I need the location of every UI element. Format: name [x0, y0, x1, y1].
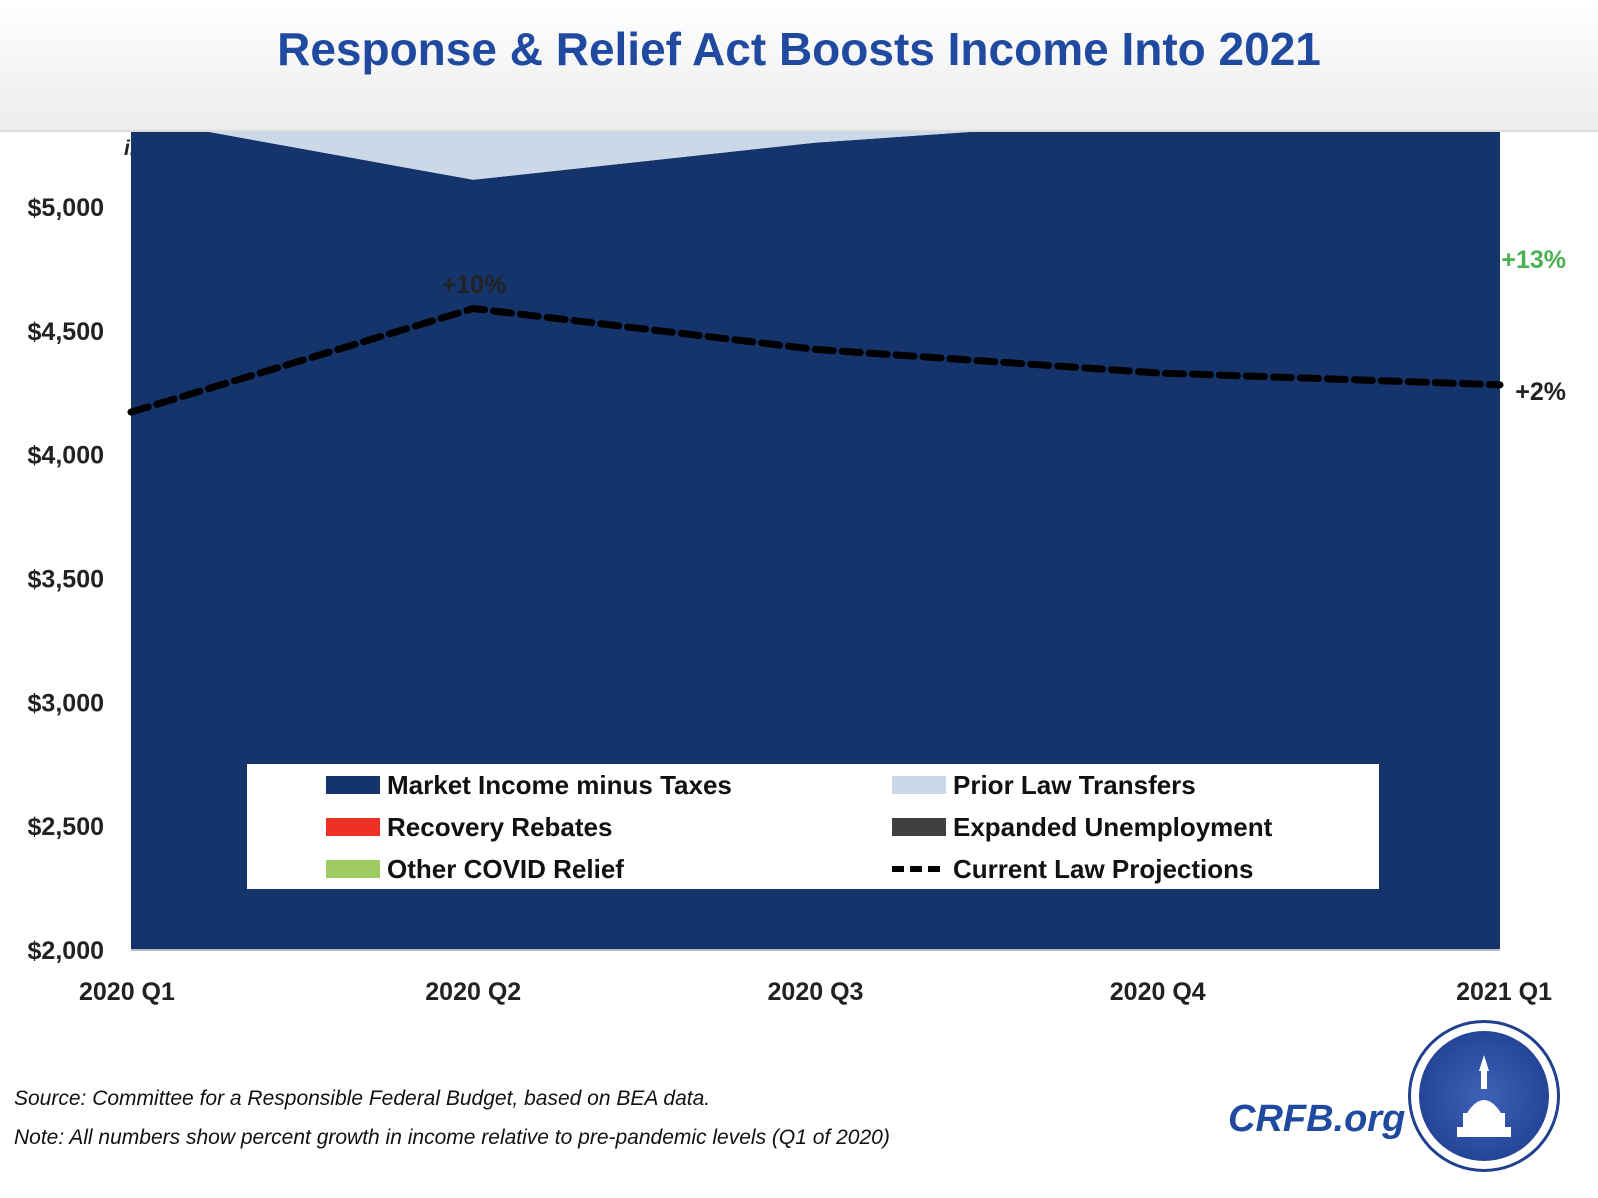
- annotation-label: +13%: [1501, 246, 1566, 274]
- x-tick-label: 2020 Q1: [79, 978, 175, 1006]
- legend-swatch: [326, 860, 380, 878]
- header: Response & Relief Act Boosts Income Into…: [0, 0, 1598, 132]
- y-tick-label: $3,000: [28, 689, 104, 717]
- crfb-logo: [1408, 1020, 1560, 1172]
- legend-swatch: [326, 818, 380, 836]
- legend-label: Market Income minus Taxes: [387, 770, 732, 800]
- legend: [247, 764, 1379, 889]
- note-text: Note: All numbers show percent growth in…: [14, 1126, 890, 1149]
- x-tick-label: 2020 Q3: [768, 978, 864, 1006]
- x-tick-label: 2020 Q2: [425, 978, 521, 1006]
- legend-label: Current Law Projections: [953, 854, 1254, 884]
- legend-swatch: [892, 818, 946, 836]
- legend-label: Other COVID Relief: [387, 854, 624, 884]
- y-tick-label: $4,500: [28, 318, 104, 346]
- legend-swatch: [326, 776, 380, 794]
- y-tick-label: $4,000: [28, 442, 104, 470]
- y-tick-label: $3,500: [28, 566, 104, 594]
- y-tick-label: $2,000: [28, 937, 104, 965]
- chart-title: Response & Relief Act Boosts Income Into…: [277, 23, 1321, 75]
- y-tick-label: $5,000: [28, 194, 104, 222]
- source-text: Source: Committee for a Responsible Fede…: [14, 1087, 711, 1110]
- annotation-label: +2%: [1515, 378, 1566, 406]
- x-tick-label: 2020 Q4: [1110, 978, 1206, 1006]
- capitol-icon: [1419, 1031, 1549, 1161]
- legend-swatch: [892, 776, 946, 794]
- legend-label: Expanded Unemployment: [953, 812, 1273, 842]
- annotation-label: +10%: [442, 271, 507, 299]
- x-tick-label: 2021 Q1: [1456, 978, 1552, 1006]
- legend-label: Recovery Rebates: [387, 812, 612, 842]
- brand-text: CRFB.org: [1228, 1098, 1406, 1140]
- legend-label: Prior Law Transfers: [953, 770, 1196, 800]
- area-market-income-minus-taxes: [131, 84, 1500, 950]
- current-law-line: [127, 304, 1504, 416]
- y-tick-label: $2,500: [28, 813, 104, 841]
